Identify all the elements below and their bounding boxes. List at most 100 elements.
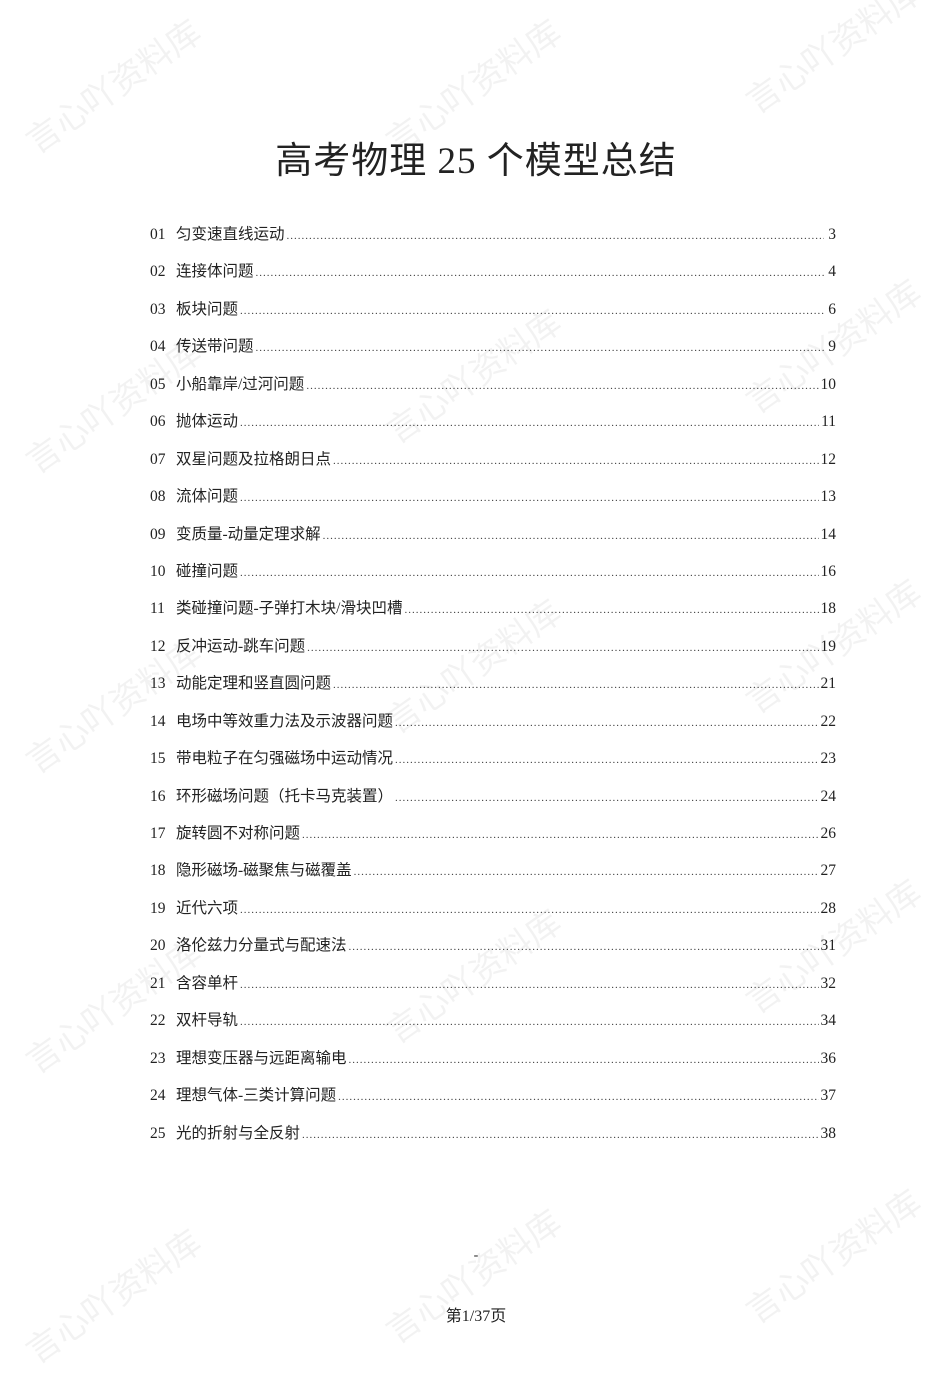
page-number: 第1/37页	[445, 1308, 507, 1325]
toc-entry[interactable]: 19 近代六项 28	[150, 896, 836, 933]
toc-page: 4	[828, 263, 836, 281]
toc-page: 14	[820, 525, 837, 543]
toc-page: 13	[820, 488, 837, 506]
toc-label[interactable]: 环形磁场问题（托卡马克装置）	[176, 787, 394, 805]
toc-entry[interactable]: 12 反冲运动-跳车问题 19	[150, 634, 836, 671]
toc-number: 14	[150, 712, 166, 730]
page-title: 高考物理 25 个模型总结	[275, 141, 677, 182]
toc-entry[interactable]: 03 板块问题 6	[150, 297, 836, 334]
toc-label[interactable]: 旋转圆不对称问题	[176, 825, 301, 842]
toc-entry[interactable]: 04 传送带问题 9	[150, 334, 836, 371]
toc-leader-dots	[287, 230, 824, 242]
toc-page: 32	[820, 974, 837, 992]
toc-entry[interactable]: 21 含容单杆 32	[150, 971, 836, 1008]
toc-entry[interactable]: 08 流体问题 13	[150, 484, 836, 521]
toc-page: 38	[820, 1124, 837, 1142]
toc-entry[interactable]: 14 电场中等效重力法及示波器问题 22	[150, 709, 836, 746]
toc-entry[interactable]: 06 抛体运动 11	[150, 409, 836, 446]
toc-entry[interactable]: 11 类碰撞问题-子弹打木块/滑块凹槽 18	[150, 596, 836, 633]
toc-leader-dots	[404, 604, 818, 616]
toc-label[interactable]: 理想气体-三类计算问题	[176, 1087, 337, 1105]
toc-entry[interactable]: 24 理想气体-三类计算问题 37	[150, 1083, 836, 1120]
toc-leader-dots	[349, 1054, 819, 1066]
toc-page: 18	[820, 600, 837, 618]
toc-label[interactable]: 动能定理和竖直圆问题	[176, 675, 332, 693]
toc-page: 27	[820, 862, 837, 880]
toc-entry[interactable]: 01 匀变速直线运动 3	[150, 222, 836, 259]
toc-entry[interactable]: 15 带电粒子在匀强磁场中运动情况 23	[150, 746, 836, 783]
toc-label[interactable]: 板块问题	[176, 300, 239, 318]
toc-number: 04	[150, 338, 166, 356]
toc-page: 9	[828, 338, 836, 356]
toc-entry[interactable]: 02 连接体问题 4	[150, 259, 836, 296]
toc-label[interactable]: 小船靠岸/过河问题	[176, 375, 305, 393]
toc-leader-dots	[349, 941, 819, 953]
toc-leader-dots	[240, 1016, 818, 1028]
toc-entry[interactable]: 20 洛伦兹力分量式与配速法 31	[150, 933, 836, 970]
toc-page: 34	[820, 1012, 837, 1030]
toc-label[interactable]: 连接体问题	[176, 263, 254, 281]
toc-label[interactable]: 含容单杆	[176, 974, 239, 992]
toc-leader-dots	[307, 642, 818, 654]
toc-leader-dots	[333, 455, 818, 467]
toc-label[interactable]: 变质量-动量定理求解	[176, 525, 321, 543]
toc-label[interactable]: 类碰撞问题-子弹打木块/滑块凹槽	[176, 600, 403, 618]
toc-page: 22	[820, 712, 837, 730]
toc-label[interactable]: 近代六项	[176, 899, 239, 917]
toc-page: 19	[820, 637, 837, 655]
toc-label[interactable]: 理想变压器与远距离输电	[176, 1049, 347, 1067]
toc-label[interactable]: 光的折射与全反射	[176, 1124, 301, 1142]
toc-label[interactable]: 抛体运动	[176, 413, 239, 431]
toc-number: 20	[150, 937, 166, 955]
toc-number: 09	[150, 525, 166, 543]
toc-page: 21	[820, 675, 837, 693]
watermark-text: 言心吖资料库	[378, 1202, 570, 1353]
toc-leader-dots	[240, 904, 818, 916]
toc-number: 17	[150, 825, 166, 842]
toc-leader-dots	[256, 342, 824, 354]
toc-entry[interactable]: 25 光的折射与全反射 38	[150, 1121, 836, 1158]
toc-page: 16	[820, 562, 837, 580]
toc-label[interactable]: 匀变速直线运动	[176, 226, 285, 243]
toc-label[interactable]: 洛伦兹力分量式与配速法	[176, 937, 347, 955]
toc-entry[interactable]: 13 动能定理和竖直圆问题 21	[150, 671, 836, 708]
toc-number: 21	[150, 974, 166, 992]
toc-number: 15	[150, 750, 166, 768]
toc-page: 12	[820, 450, 837, 468]
toc-entry[interactable]: 05 小船靠岸/过河问题 10	[150, 372, 836, 409]
toc-number: 22	[150, 1012, 166, 1030]
toc-page: 37	[820, 1087, 837, 1105]
toc-entry[interactable]: 07 双星问题及拉格朗日点 12	[150, 447, 836, 484]
toc-label[interactable]: 双星问题及拉格朗日点	[176, 450, 332, 468]
toc-number: 11	[150, 600, 165, 618]
toc-leader-dots	[395, 792, 818, 804]
toc-page: 10	[820, 375, 837, 393]
toc-entry[interactable]: 18 隐形磁场-磁聚焦与磁覆盖 27	[150, 858, 836, 895]
toc-label[interactable]: 碰撞问题	[176, 562, 239, 580]
toc-number: 10	[150, 562, 166, 580]
toc-entry[interactable]: 10 碰撞问题 16	[150, 559, 836, 596]
toc-leader-dots	[240, 305, 824, 317]
toc-entry[interactable]: 23 理想变压器与远距离输电 36	[150, 1046, 836, 1083]
toc-number: 07	[150, 450, 166, 468]
toc-number: 03	[150, 300, 166, 318]
toc-leader-dots	[240, 567, 818, 579]
toc-leader-dots	[323, 530, 819, 542]
footer-dash: -	[473, 1248, 479, 1263]
toc-label[interactable]: 带电粒子在匀强磁场中运动情况	[176, 750, 394, 768]
toc-page: 3	[828, 226, 836, 243]
toc-label[interactable]: 反冲运动-跳车问题	[176, 637, 306, 655]
toc-label[interactable]: 传送带问题	[176, 338, 254, 356]
toc-label[interactable]: 电场中等效重力法及示波器问题	[176, 712, 394, 730]
toc-page: 28	[820, 899, 837, 917]
toc-entry[interactable]: 22 双杆导轨 34	[150, 1008, 836, 1045]
toc-entry[interactable]: 09 变质量-动量定理求解 14	[150, 522, 836, 559]
toc-label[interactable]: 隐形磁场-磁聚焦与磁覆盖	[176, 862, 352, 880]
toc-label[interactable]: 流体问题	[176, 488, 239, 506]
toc-leader-dots	[333, 679, 818, 691]
toc-number: 16	[150, 787, 166, 805]
toc-page: 31	[820, 937, 837, 955]
toc-entry[interactable]: 17 旋转圆不对称问题 26	[150, 821, 836, 858]
toc-label[interactable]: 双杆导轨	[176, 1012, 239, 1030]
toc-entry[interactable]: 16 环形磁场问题（托卡马克装置） 24	[150, 784, 836, 821]
